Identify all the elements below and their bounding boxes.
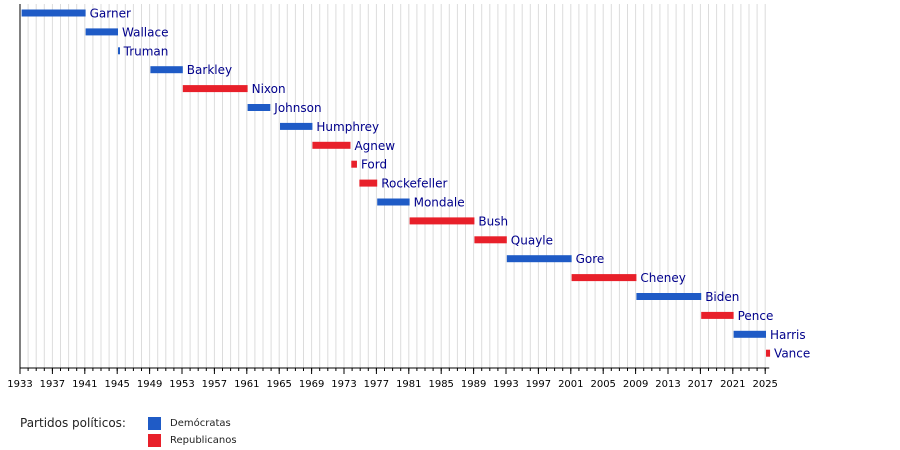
bar-bush (409, 217, 475, 225)
x-tick-label: 1949 (137, 379, 162, 390)
bar-label-biden: Biden (705, 290, 739, 304)
bar-label-truman: Truman (123, 44, 169, 58)
bar-label-humphrey: Humphrey (316, 120, 379, 134)
x-tick-label: 2005 (590, 379, 615, 390)
x-tick-label: 2009 (623, 379, 648, 390)
bar-gore (506, 255, 572, 263)
bar-label-bush: Bush (478, 214, 508, 228)
axes (19, 4, 770, 369)
x-tick-label: 2025 (752, 379, 777, 390)
bar-agnew (312, 141, 351, 149)
x-tick-label: 1977 (364, 379, 389, 390)
bar-label-ford: Ford (361, 158, 387, 172)
bar-label-agnew: Agnew (354, 139, 395, 153)
x-tick-label: 1981 (396, 379, 421, 390)
bar-barkley (150, 66, 183, 74)
bar-label-vance: Vance (774, 347, 810, 361)
bar-label-pence: Pence (738, 309, 774, 323)
bar-pence (701, 311, 734, 319)
x-tick-label: 1941 (72, 379, 97, 390)
bar-harris (733, 330, 767, 338)
legend-title: Partidos políticos: (20, 416, 126, 430)
x-tick-label: 1961 (234, 379, 259, 390)
bar-label-quayle: Quayle (511, 233, 553, 247)
x-tick-label: 1953 (169, 379, 194, 390)
bar-label-wallace: Wallace (122, 25, 168, 39)
x-tick-label: 1989 (461, 379, 486, 390)
bar-label-johnson: Johnson (273, 101, 321, 115)
bar-quayle (474, 236, 507, 244)
grid-lines (19, 4, 766, 368)
x-tick-label: 1969 (299, 379, 324, 390)
legend-label-republicans: Republicanos (170, 435, 237, 446)
x-tick-label: 1957 (202, 379, 227, 390)
bar-wallace (85, 28, 119, 36)
timeline-chart: Garner Wallace Truman Barkley Nixon Johnson Hu… (7, 4, 811, 390)
bar-garner (21, 9, 86, 17)
bar-truman (118, 47, 121, 55)
legend-item-democrats: Demócratas (148, 417, 231, 430)
bars (21, 9, 771, 357)
x-tick-label: 2017 (688, 379, 713, 390)
bar-rockefeller (359, 179, 378, 187)
x-tick-label: 1937 (40, 379, 65, 390)
x-tick-label: 1985 (428, 379, 453, 390)
x-axis-ticks: 1933 1937 1941 1945 1949 1953 1957 1961 1965 1969… (7, 368, 778, 390)
x-tick-label: 2013 (655, 379, 680, 390)
bar-johnson (247, 104, 271, 111)
x-tick-label: 1965 (266, 379, 291, 390)
legend-item-republicans: Republicanos (148, 434, 237, 447)
bar-cheney (571, 274, 637, 282)
bar-nixon (182, 85, 248, 93)
x-tick-label: 1973 (331, 379, 356, 390)
bar-label-gore: Gore (576, 252, 605, 266)
bar-label-nixon: Nixon (252, 82, 286, 96)
x-tick-label: 2021 (720, 379, 745, 390)
bar-label-harris: Harris (770, 328, 806, 342)
bar-labels: Garner Wallace Truman Barkley Nixon Johnson Hu… (90, 7, 811, 361)
legend-swatch-democrats (148, 417, 161, 430)
bar-label-garner: Garner (90, 7, 131, 21)
x-tick-label: 1945 (104, 379, 129, 390)
x-tick-label: 1997 (526, 379, 551, 390)
x-tick-label: 1993 (493, 379, 518, 390)
x-tick-label: 1933 (7, 379, 32, 390)
bar-label-barkley: Barkley (187, 63, 232, 77)
bar-label-cheney: Cheney (640, 271, 685, 285)
legend-label-democrats: Demócratas (170, 418, 231, 429)
bar-ford (351, 160, 357, 168)
bar-label-rockefeller: Rockefeller (381, 177, 447, 191)
x-tick-label: 2001 (558, 379, 583, 390)
legend-swatch-republicans (148, 434, 161, 447)
bar-mondale (377, 198, 410, 206)
bar-label-mondale: Mondale (414, 196, 465, 210)
bar-biden (636, 293, 702, 300)
bar-vance (766, 349, 771, 357)
bar-humphrey (280, 122, 313, 130)
